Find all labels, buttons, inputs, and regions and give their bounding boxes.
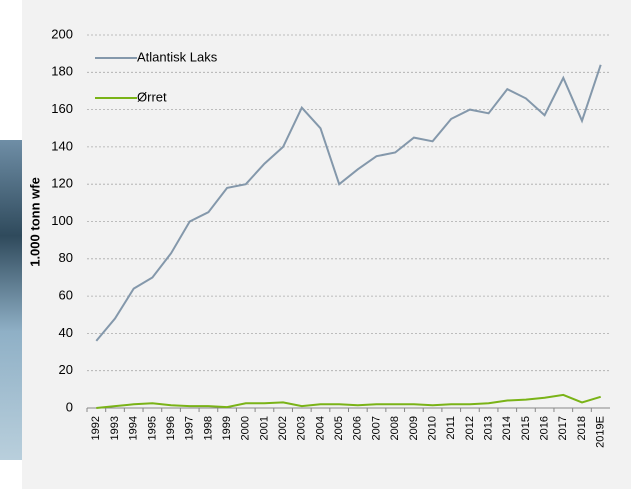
x-tick-label: 2003: [296, 416, 308, 440]
x-tick-label: 1996: [165, 416, 177, 440]
x-tick-label: 2005: [333, 416, 345, 440]
x-tick-label: 1993: [109, 416, 121, 440]
y-tick-label: 160: [51, 101, 73, 116]
x-tick-label: 2002: [277, 416, 289, 440]
y-tick-label: 200: [51, 26, 73, 41]
y-tick-label: 40: [59, 325, 73, 340]
y-tick-label: 100: [51, 213, 73, 228]
legend-label: Ørret: [137, 89, 167, 104]
x-tick-label: 2018: [576, 416, 588, 440]
x-tick-label: 2007: [370, 416, 382, 440]
y-tick-label: 120: [51, 176, 73, 191]
legend-label: Atlantisk Laks: [137, 49, 218, 64]
x-tick-label: 2001: [258, 416, 270, 440]
y-tick-label: 80: [59, 250, 73, 265]
x-tick-label: 2016: [539, 416, 551, 440]
x-tick-label: 1997: [184, 416, 196, 440]
x-tick-label: 2000: [240, 416, 252, 440]
y-axis-label: 1.000 tonn wfe: [27, 177, 42, 267]
x-tick-label: 2013: [482, 416, 494, 440]
x-tick-label: 2011: [445, 416, 457, 440]
y-tick-label: 20: [59, 362, 73, 377]
x-tick-label: 2006: [352, 416, 364, 440]
page: 1.000 tonn wfe 0 20 40 60 80 100 120 140 160 180 2…: [0, 0, 631, 489]
x-tick-label: 2015: [520, 416, 532, 440]
x-tick-label: 1992: [90, 416, 102, 440]
y-tick-label: 0: [66, 399, 73, 414]
x-tick-label: 2014: [501, 416, 513, 440]
x-tick-label: 2019E: [595, 416, 607, 448]
x-tick-label: 2009: [408, 416, 420, 440]
x-tick-label: 2017: [557, 416, 569, 440]
x-tick-label: 1994: [128, 416, 140, 440]
x-tick-label: 2012: [464, 416, 476, 440]
background-photo: [0, 140, 24, 460]
y-tick-label: 140: [51, 138, 73, 153]
x-tick-label: 1998: [202, 416, 214, 440]
y-tick-label: 60: [59, 288, 73, 303]
x-tick-label: 2010: [426, 416, 438, 440]
y-tick-label: 180: [51, 64, 73, 79]
x-tick-label: 1999: [221, 416, 233, 440]
chart-panel: [22, 0, 631, 489]
chart: 1.000 tonn wfe 0 20 40 60 80 100 120 140 160 180 2…: [0, 0, 631, 489]
x-tick-label: 2004: [314, 416, 326, 440]
x-tick-label: 2008: [389, 416, 401, 440]
x-tick-label: 1995: [146, 416, 158, 440]
